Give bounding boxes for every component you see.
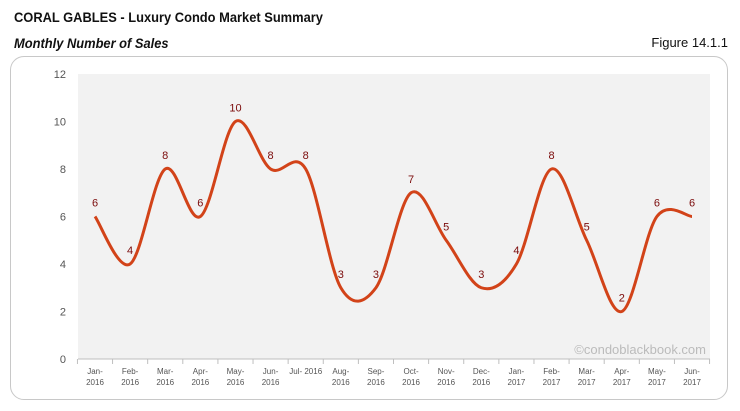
x-tick-label: 2016 <box>86 378 104 387</box>
x-tick-label: Mar- <box>157 367 174 376</box>
y-tick-label: 8 <box>60 164 66 176</box>
x-tick-label: 2016 <box>121 378 139 387</box>
x-tick-label: Oct- <box>404 367 419 376</box>
x-tick-label: Apr- <box>614 367 629 376</box>
x-tick-label: Jul- 2016 <box>289 367 322 376</box>
x-tick-label: Sep- <box>367 367 384 376</box>
data-label: 3 <box>478 269 484 281</box>
x-tick-label: Feb- <box>543 367 560 376</box>
x-tick-label: Jan- <box>509 367 525 376</box>
x-tick-label: 2016 <box>191 378 209 387</box>
x-tick-label: Aug- <box>332 367 349 376</box>
y-tick-label: 0 <box>60 354 66 366</box>
data-label: 7 <box>408 174 414 186</box>
x-tick-label: 2017 <box>613 378 631 387</box>
data-label: 3 <box>338 269 344 281</box>
x-tick-label: 2016 <box>332 378 350 387</box>
x-tick-label: Jun- <box>684 367 700 376</box>
data-label: 5 <box>443 221 449 233</box>
y-tick-label: 10 <box>54 117 66 129</box>
data-label: 4 <box>127 245 133 257</box>
chart-card <box>10 56 728 400</box>
figure-number: Figure 14.1.1 <box>651 35 728 50</box>
data-label: 6 <box>197 198 203 210</box>
x-tick-label: 2016 <box>402 378 420 387</box>
x-tick-label: Nov- <box>438 367 455 376</box>
y-tick-label: 2 <box>60 307 66 319</box>
data-label: 5 <box>584 221 590 233</box>
x-tick-label: May- <box>648 367 666 376</box>
x-tick-label: 2017 <box>508 378 526 387</box>
x-tick-label: 2016 <box>437 378 455 387</box>
x-tick-label: 2016 <box>367 378 385 387</box>
data-label: 8 <box>268 150 274 162</box>
x-tick-label: 2017 <box>648 378 666 387</box>
plot-area <box>78 74 710 359</box>
data-label: 8 <box>548 150 554 162</box>
x-tick-label: 2016 <box>472 378 490 387</box>
data-label: 8 <box>303 150 309 162</box>
x-tick-label: Feb- <box>122 367 139 376</box>
data-label: 6 <box>92 198 98 210</box>
series-line <box>93 119 693 314</box>
data-label: 8 <box>162 150 168 162</box>
chart-subtitle: Monthly Number of Sales <box>14 35 169 51</box>
data-label: 3 <box>373 269 379 281</box>
watermark: ©condoblackbook.com <box>574 342 706 357</box>
x-tick-label: Mar- <box>578 367 595 376</box>
data-label: 10 <box>229 103 241 115</box>
data-label: 6 <box>689 198 695 210</box>
data-label: 2 <box>619 293 625 305</box>
x-tick-label: Apr- <box>193 367 208 376</box>
x-tick-label: Dec- <box>473 367 490 376</box>
y-tick-label: 12 <box>54 69 66 81</box>
data-label: 4 <box>513 245 519 257</box>
y-tick-label: 4 <box>60 259 66 271</box>
x-tick-label: Jun- <box>263 367 279 376</box>
x-tick-label: 2017 <box>543 378 561 387</box>
x-tick-label: May- <box>227 367 245 376</box>
report-title: CORAL GABLES - Luxury Condo Market Summa… <box>14 9 323 25</box>
y-tick-label: 6 <box>60 212 66 224</box>
x-tick-label: 2017 <box>683 378 701 387</box>
x-tick-label: 2016 <box>262 378 280 387</box>
x-tick-label: 2016 <box>156 378 174 387</box>
x-tick-label: Jan- <box>87 367 103 376</box>
x-tick-label: 2017 <box>578 378 596 387</box>
x-tick-label: 2016 <box>227 378 245 387</box>
data-label: 6 <box>654 198 660 210</box>
